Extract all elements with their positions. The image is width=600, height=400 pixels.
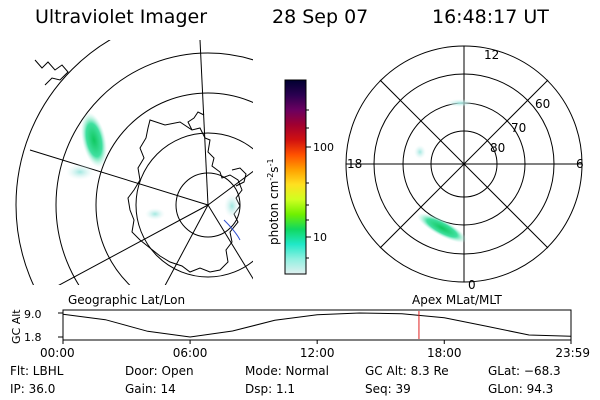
flt-field: Flt: LBHL xyxy=(10,364,64,378)
mlt-label-12: 12 xyxy=(484,48,499,62)
colorbar-tick-100: 100 xyxy=(313,141,334,154)
geo-panel-label: Geographic Lat/Lon xyxy=(68,293,185,307)
timeline-xtick-label: 18:00 xyxy=(427,346,462,360)
colorbar: 100 10 photon cm-2s-1 xyxy=(266,79,334,275)
image-time: 16:48:17 UT xyxy=(432,6,549,28)
sub-satellite-track xyxy=(223,219,241,241)
timeline-xtick-label: 23:59 xyxy=(555,346,590,360)
glon-field: GLon: 94.3 xyxy=(488,382,554,396)
south-america-coastline xyxy=(34,59,69,86)
timeline-ymin: 1.8 xyxy=(24,331,42,344)
altitude-timeline: GC Alt 9.0 1.8 00:00 06:00 12:00 18:00 23:59 xyxy=(10,308,590,360)
mlt-label-18: 18 xyxy=(347,157,362,171)
door-field: Door: Open xyxy=(125,364,194,378)
gc-alt-field: GC Alt: 8.3 Re xyxy=(365,364,449,378)
dsp-field: Dsp: 1.1 xyxy=(245,382,296,396)
gc-altitude-line xyxy=(62,312,572,338)
mode-field: Mode: Normal xyxy=(245,364,329,378)
aurora-blob-faint-1 xyxy=(66,164,94,180)
timeline-xtick-label: 06:00 xyxy=(173,346,208,360)
mlat-label-80: 80 xyxy=(490,141,505,155)
aurora-blob-faint-3 xyxy=(224,194,240,218)
mlat-label-60: 60 xyxy=(535,97,550,111)
oz-coastline xyxy=(231,167,247,187)
timeline-xtick-label: 12:00 xyxy=(300,346,335,360)
timeline-ylabel: GC Alt xyxy=(10,309,23,344)
timeline-ymax: 9.0 xyxy=(24,308,42,321)
seq-field: Seq: 39 xyxy=(365,382,411,396)
geographic-map xyxy=(15,40,253,285)
antarctica-coastline xyxy=(127,119,243,273)
instrument-title: Ultraviolet Imager xyxy=(35,6,208,28)
aurora-faint-top xyxy=(446,99,474,107)
mlat-label-70: 70 xyxy=(511,121,526,135)
gain-field: Gain: 14 xyxy=(125,382,176,396)
aurora-faint-left xyxy=(414,145,426,159)
colorbar-tick-10: 10 xyxy=(313,231,327,244)
peninsula-coastline xyxy=(187,111,205,131)
meridian-lines xyxy=(29,40,253,285)
aurora-oval-dusk xyxy=(416,213,468,243)
aurora-blob-faint-2 xyxy=(145,208,165,220)
image-date: 28 Sep 07 xyxy=(272,6,369,28)
timeline-xtick-label: 00:00 xyxy=(40,346,75,360)
colorbar-label: photon cm-2s-1 xyxy=(266,158,281,245)
magnetic-polar-map: 12 18 6 0 60 70 80 xyxy=(345,45,584,292)
aurora-blob-main xyxy=(80,112,108,168)
mlt-label-6: 6 xyxy=(576,157,584,171)
ip-field: IP: 36.0 xyxy=(10,382,56,396)
glat-field: GLat: −68.3 xyxy=(488,364,561,378)
mlt-label-0: 0 xyxy=(468,278,476,292)
mag-panel-label: Apex MLat/MLT xyxy=(412,293,502,307)
